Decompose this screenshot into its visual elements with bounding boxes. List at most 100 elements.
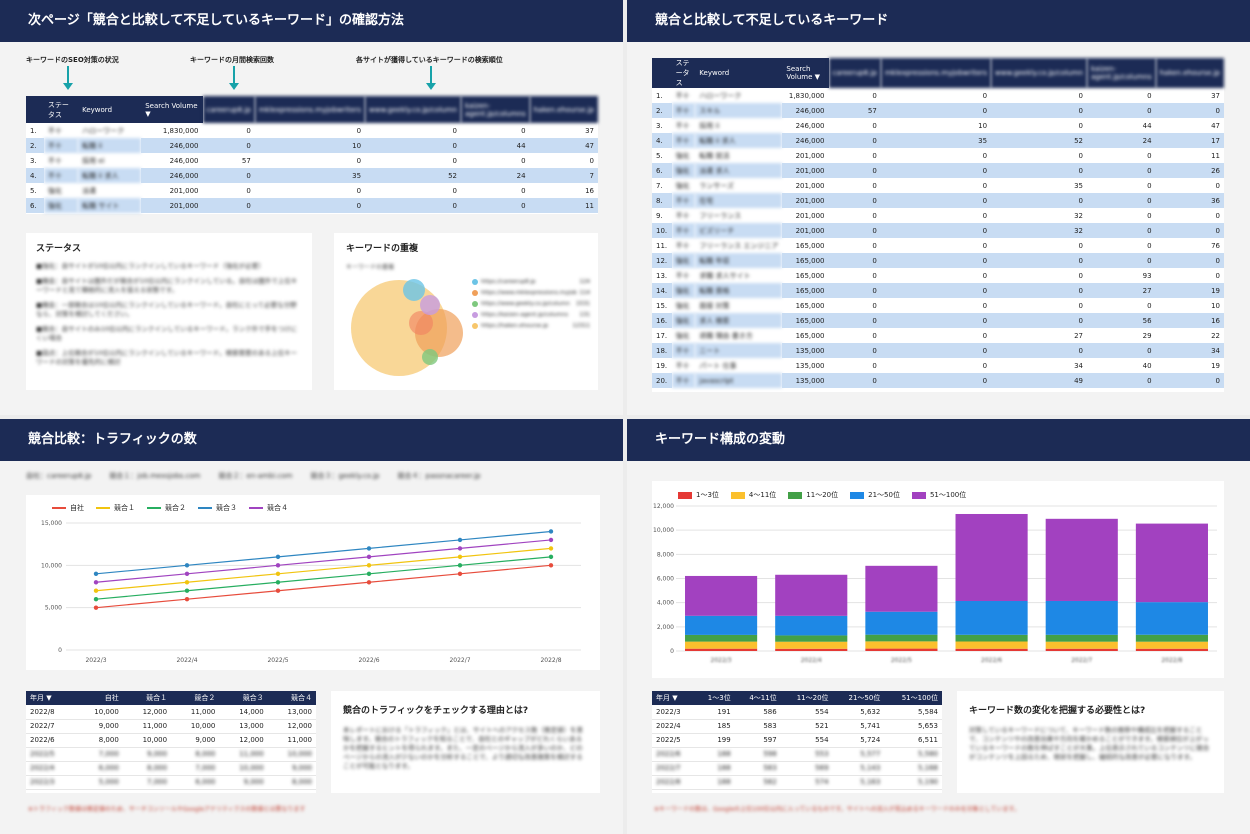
bar-segment[interactable]: [1135, 523, 1208, 603]
bar-segment[interactable]: [775, 574, 848, 616]
col-site-1[interactable]: careerup8.jp: [828, 58, 881, 88]
table-row[interactable]: 7. 強化 ランサーズ 201,000 0 0 35 0 0: [652, 178, 1224, 193]
bar-segment[interactable]: [865, 641, 938, 649]
data-point[interactable]: [548, 554, 554, 560]
data-point[interactable]: [366, 580, 372, 585]
col-site-2[interactable]: mklexpressions.myjobwriters: [880, 58, 992, 88]
table-row[interactable]: 12. 強化 転職 年収 165,000 0 0 0 0 0: [652, 253, 1224, 268]
legend-item[interactable]: 51〜100位: [911, 490, 966, 500]
table-row[interactable]: 20. 不十 javascript 135,000 0 0 49 0 0: [652, 373, 1224, 388]
table-row[interactable]: 1. 不十 ハローワーク 1,830,000 0 0 0 0 37: [26, 123, 598, 138]
table-row[interactable]: 15. 強化 面接 対策 165,000 0 0 0 0 10: [652, 298, 1224, 313]
table-row[interactable]: 17. 強化 退職 理由 書き方 165,000 0 0 27 29 22: [652, 328, 1224, 343]
legend-item[interactable]: 自社: [52, 503, 84, 513]
data-point[interactable]: [366, 563, 372, 568]
bar-segment[interactable]: [1045, 518, 1118, 601]
col-site-4[interactable]: kaizen-agent.jp/columns: [1086, 58, 1156, 88]
col-site-1[interactable]: careerup8.jp: [202, 96, 255, 123]
data-point[interactable]: [93, 597, 99, 602]
data-point[interactable]: [275, 563, 281, 568]
bar-segment[interactable]: [685, 641, 758, 649]
data-point[interactable]: [457, 571, 463, 576]
legend-item[interactable]: 競合２: [147, 503, 186, 513]
bar-segment[interactable]: [955, 641, 1028, 649]
bar-segment[interactable]: [865, 565, 938, 612]
table-header[interactable]: 1〜3位: [694, 691, 735, 705]
bar-segment[interactable]: [685, 575, 758, 616]
table-row[interactable]: 1. 不十 ハローワーク 1,830,000 0 0 0 0 37: [652, 88, 1224, 103]
data-point[interactable]: [275, 554, 281, 560]
col-status[interactable]: ステータス: [671, 58, 696, 88]
table-row[interactable]: 4. 不十 転職 ii 求人 246,000 0 35 52 24 7: [26, 168, 598, 183]
col-site-3[interactable]: www.geekly.co.jp/column: [991, 58, 1087, 88]
table-row[interactable]: 11. 不十 フリーランス エンジニア 165,000 0 0 0 0 76: [652, 238, 1224, 253]
table-row[interactable]: 19. 不十 パート 仕事 135,000 0 0 34 40 19: [652, 358, 1224, 373]
col-search-volume[interactable]: Search Volume ▼: [141, 96, 203, 123]
bar-segment[interactable]: [775, 648, 848, 651]
table-row[interactable]: 6. 強化 派遣 求人 201,000 0 0 0 0 26: [652, 163, 1224, 178]
data-point[interactable]: [548, 546, 554, 551]
bar-segment[interactable]: [775, 641, 848, 649]
data-point[interactable]: [184, 571, 190, 576]
table-row[interactable]: 6. 強化 転職 サイト 201,000 0 0 0 0 11: [26, 198, 598, 213]
table-header[interactable]: 11〜20位: [780, 691, 833, 705]
data-point[interactable]: [275, 580, 281, 585]
table-row[interactable]: 18. 不十 ニート 135,000 0 0 0 0 34: [652, 343, 1224, 358]
table-header[interactable]: 年月 ▼: [652, 691, 695, 705]
bar-segment[interactable]: [775, 615, 848, 636]
col-site-3[interactable]: www.geekly.co.jp/column: [365, 96, 461, 123]
bar-segment[interactable]: [955, 648, 1028, 651]
legend-item[interactable]: 競合４: [249, 503, 288, 513]
table-row[interactable]: 8. 不十 在宅 201,000 0 0 0 0 36: [652, 193, 1224, 208]
table-header[interactable]: 競合２: [171, 691, 220, 705]
data-point[interactable]: [184, 580, 190, 585]
table-header[interactable]: 競合３: [219, 691, 268, 705]
table-row[interactable]: 5. 強化 派遣 201,000 0 0 0 0 16: [26, 183, 598, 198]
data-point[interactable]: [184, 588, 190, 593]
table-row[interactable]: 14. 強化 転職 資格 165,000 0 0 0 27 19: [652, 283, 1224, 298]
data-point[interactable]: [457, 546, 463, 551]
data-point[interactable]: [93, 580, 99, 585]
bar-segment[interactable]: [865, 611, 938, 635]
col-keyword[interactable]: Keyword: [695, 58, 783, 88]
bar-segment[interactable]: [865, 634, 938, 642]
bar-segment[interactable]: [1045, 641, 1118, 649]
data-point[interactable]: [457, 554, 463, 560]
table-row[interactable]: 4. 不十 転職 ii 求人 246,000 0 35 52 24 17: [652, 133, 1224, 148]
bar-segment[interactable]: [775, 635, 848, 642]
data-point[interactable]: [275, 571, 281, 576]
table-header[interactable]: 21〜50位: [832, 691, 885, 705]
col-site-5[interactable]: haken.ehourse.jp: [1155, 58, 1224, 88]
col-site-4[interactable]: kaizen-agent.jp/columns: [460, 96, 530, 123]
bar-segment[interactable]: [1135, 648, 1208, 651]
data-point[interactable]: [457, 537, 463, 543]
table-row[interactable]: 3. 不十 採用 ei 246,000 57 0 0 0 0: [26, 153, 598, 168]
data-point[interactable]: [457, 563, 463, 568]
table-header[interactable]: 年月 ▼: [26, 691, 75, 705]
data-point[interactable]: [184, 563, 190, 568]
legend-item[interactable]: 11〜20位: [788, 490, 838, 500]
table-row[interactable]: 3. 不十 採用 ii 246,000 0 10 0 44 47: [652, 118, 1224, 133]
bar-segment[interactable]: [1135, 634, 1208, 642]
bar-segment[interactable]: [685, 648, 758, 651]
table-row[interactable]: 16. 強化 求人 検索 165,000 0 0 0 56 16: [652, 313, 1224, 328]
data-point[interactable]: [184, 597, 190, 602]
bar-segment[interactable]: [1135, 641, 1208, 649]
data-point[interactable]: [548, 563, 554, 568]
legend-item[interactable]: 4〜11位: [730, 490, 776, 500]
table-row[interactable]: 2. 不十 スキル 246,000 57 0 0 0 0: [652, 103, 1224, 118]
legend-item[interactable]: 21〜50位: [850, 490, 900, 500]
table-header[interactable]: 競合１: [122, 691, 172, 705]
bar-segment[interactable]: [1045, 648, 1118, 651]
table-row[interactable]: 10. 不十 ビズリーチ 201,000 0 0 32 0 0: [652, 223, 1224, 238]
col-site-5[interactable]: haken.ehourse.jp: [529, 96, 598, 123]
bar-segment[interactable]: [955, 600, 1028, 635]
bar-segment[interactable]: [1045, 634, 1118, 642]
bar-segment[interactable]: [955, 634, 1028, 642]
data-point[interactable]: [275, 588, 281, 593]
data-point[interactable]: [93, 571, 99, 576]
table-row[interactable]: 5. 強化 転職 就活 201,000 0 0 0 0 11: [652, 148, 1224, 163]
data-point[interactable]: [548, 529, 554, 534]
legend-item[interactable]: 競合１: [96, 503, 135, 513]
bar-segment[interactable]: [685, 634, 758, 642]
